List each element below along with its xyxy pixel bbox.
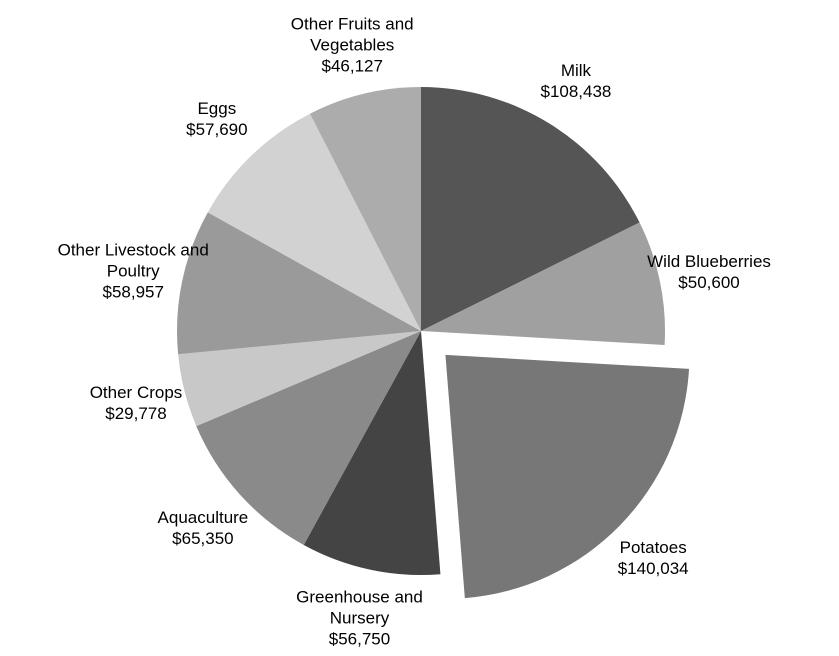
- category-label: Other Crops: [89, 383, 183, 403]
- pie-slice: [445, 354, 690, 599]
- value-label: $58,957: [102, 282, 164, 302]
- pie-slice: [421, 87, 640, 331]
- slice-label: Potatoes $140,034: [553, 537, 753, 579]
- value-label: $65,350: [172, 529, 234, 549]
- pie-slice: [421, 222, 665, 345]
- category-label: Other Fruits and Vegetables: [290, 14, 414, 55]
- value-label: $46,127: [321, 56, 383, 76]
- pie-slice: [196, 331, 421, 545]
- value-label: $57,690: [186, 120, 248, 140]
- category-label: Other Livestock and Poultry: [57, 240, 209, 281]
- category-label: Milk: [560, 61, 592, 81]
- category-label: Potatoes: [619, 538, 687, 558]
- category-label: Aquaculture: [157, 508, 249, 528]
- slice-label: Other Crops $29,778: [36, 382, 236, 424]
- value-label: $140,034: [617, 559, 689, 579]
- slice-label: Wild Blueberries $50,600: [609, 251, 809, 293]
- pie-slice: [303, 331, 441, 575]
- category-label: Eggs: [197, 99, 237, 119]
- slice-label: Eggs $57,690: [117, 98, 317, 140]
- value-label: $108,438: [540, 82, 612, 102]
- pie-slice: [177, 212, 421, 355]
- pie-slice: [310, 87, 421, 331]
- category-label: Greenhouse and Nursery: [296, 587, 423, 628]
- value-label: $56,750: [328, 629, 391, 649]
- pie-slice: [207, 113, 421, 331]
- slice-label: Greenhouse and Nursery $56,750: [274, 587, 444, 650]
- slice-label: Other Fruits and Vegetables $46,127: [267, 14, 437, 77]
- pie-slice: [178, 331, 421, 427]
- category-label: Wild Blueberries: [647, 252, 771, 272]
- slice-label: Other Livestock and Poultry $58,957: [48, 239, 218, 302]
- value-label: $29,778: [105, 404, 167, 424]
- slice-label: Aquaculture $65,350: [103, 507, 303, 549]
- value-label: $50,600: [678, 273, 740, 293]
- slice-label: Milk $108,438: [476, 60, 676, 102]
